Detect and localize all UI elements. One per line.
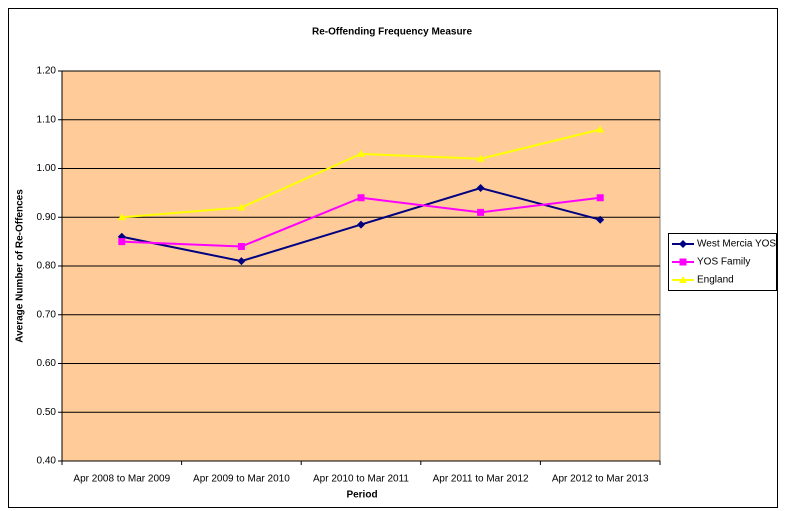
x-tick-label: Apr 2011 to Mar 2012 [433,474,529,485]
marker [357,149,365,157]
legend-marker [679,258,687,266]
legend-label: West Mercia YOS [697,239,776,250]
legend-label: YOS Family [697,257,750,268]
marker [237,203,246,211]
y-tick-label: 0.40 [37,456,57,467]
legend-marker [679,240,687,248]
y-tick-label: 0.50 [37,407,57,418]
marker [357,194,365,202]
legend-marker [679,276,687,283]
y-tick-label: 0.70 [37,309,57,320]
marker [596,215,605,224]
x-tick-label: Apr 2008 to Mar 2009 [73,474,170,485]
marker [237,257,246,266]
marker [596,194,604,202]
x-axis-label: Period [346,490,377,501]
y-axis-label: Average Number of Re-Offences [15,189,26,343]
marker [237,243,245,250]
y-tick-label: 1.20 [37,66,57,77]
marker [477,208,485,216]
legend-label: England [697,275,734,286]
marker [476,154,485,162]
y-tick-label: 1.00 [37,163,57,174]
marker [596,125,605,133]
x-tick-label: Apr 2010 to Mar 2011 [313,474,409,485]
marker [357,220,365,229]
chart-title: Re-Offending Frequency Measure [312,27,472,38]
marker [117,213,126,221]
x-tick-label: Apr 2009 to Mar 2010 [193,474,290,485]
y-tick-label: 1.10 [37,114,57,125]
y-tick-label: 0.60 [37,358,57,369]
x-tick-label: Apr 2012 to Mar 2013 [552,474,649,485]
marker [476,184,485,192]
y-tick-label: 0.90 [37,212,57,223]
y-tick-label: 0.80 [37,261,57,272]
marker [118,238,126,246]
